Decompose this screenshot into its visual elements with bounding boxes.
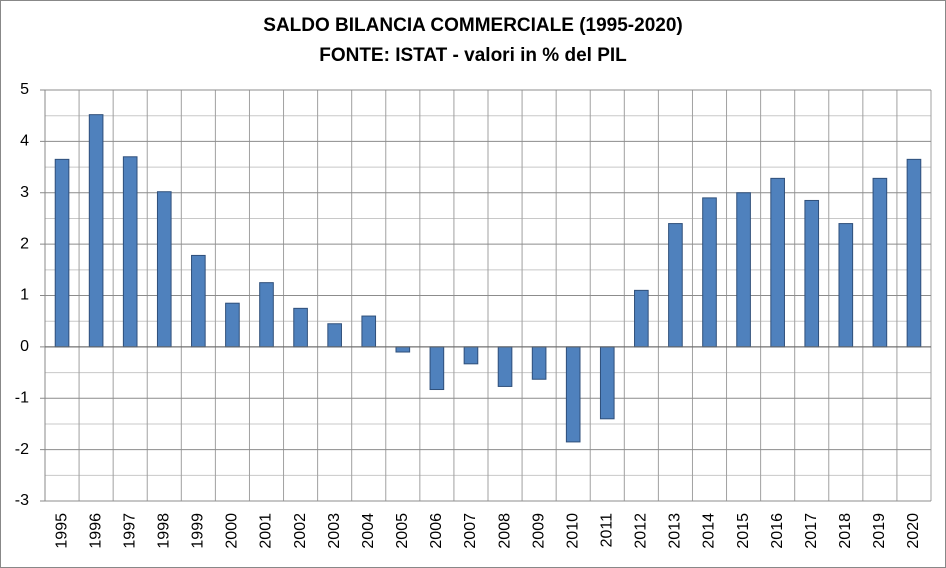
x-tick-label: 2010	[564, 513, 581, 549]
bar	[872, 177, 888, 348]
bar	[293, 307, 308, 348]
x-tick-label: 2013	[667, 513, 684, 549]
chart-title: SALDO BILANCIA COMMERCIALE (1995-2020)	[263, 15, 682, 36]
bar	[361, 315, 377, 348]
x-tick-label: 2009	[530, 513, 547, 549]
bar	[497, 346, 513, 387]
y-tick-label: 4	[20, 133, 29, 150]
y-tick-label: -2	[15, 441, 29, 458]
x-tick-label: 2020	[905, 513, 922, 549]
y-tick-label: 5	[20, 81, 29, 98]
bar	[634, 289, 649, 348]
bar	[599, 346, 615, 420]
x-tick-label: 2018	[837, 513, 854, 549]
x-tick-label: 2002	[292, 513, 309, 549]
y-tick-label: 2	[20, 235, 29, 252]
bar	[395, 346, 411, 353]
x-tick-label: 2012	[633, 513, 650, 549]
x-tick-label: 2003	[326, 513, 343, 549]
bar	[463, 346, 479, 365]
bar	[804, 199, 820, 348]
x-tick-label: 2015	[735, 513, 752, 549]
bar	[259, 282, 274, 348]
x-tick-label: 1998	[155, 513, 172, 549]
x-tick-label: 2011	[598, 513, 615, 548]
x-tick-label: 1995	[53, 513, 70, 549]
bar	[54, 158, 70, 348]
y-tick-label: 0	[20, 338, 29, 355]
x-tick-label: 2007	[462, 513, 479, 549]
x-tick-label: 2017	[803, 513, 820, 549]
bar	[122, 156, 138, 348]
bar	[565, 346, 581, 443]
bar	[668, 223, 683, 348]
bar	[531, 346, 547, 380]
bar	[191, 254, 206, 348]
x-tick-label: 2014	[701, 513, 718, 549]
y-tick-label: -3	[15, 492, 29, 509]
bar	[838, 223, 854, 348]
x-tick-label: 1996	[87, 513, 104, 549]
bar	[770, 177, 785, 348]
x-tick-label: 2004	[360, 513, 377, 549]
chart-subtitle: FONTE: ISTAT - valori in % del PIL	[319, 45, 627, 66]
x-tick-label: 2019	[871, 513, 888, 549]
x-tick-label: 1999	[190, 513, 207, 549]
bar	[906, 158, 922, 348]
y-tick-label: 1	[20, 287, 29, 304]
bar	[736, 192, 751, 348]
bar	[327, 323, 342, 348]
x-tick-label: 2001	[258, 513, 275, 549]
x-tick-label: 2006	[428, 513, 445, 549]
x-tick-label: 2016	[769, 513, 786, 549]
x-tick-label: 1997	[121, 513, 138, 549]
bar	[225, 302, 240, 348]
x-tick-label: 2000	[224, 513, 241, 549]
x-tick-label: 2005	[394, 513, 411, 549]
y-tick-label: 3	[20, 184, 29, 201]
bar	[88, 114, 104, 348]
bar	[156, 191, 172, 348]
x-tick-label: 2008	[496, 513, 513, 549]
y-tick-label: -1	[15, 389, 29, 406]
bar	[702, 197, 717, 348]
bar	[429, 346, 445, 391]
